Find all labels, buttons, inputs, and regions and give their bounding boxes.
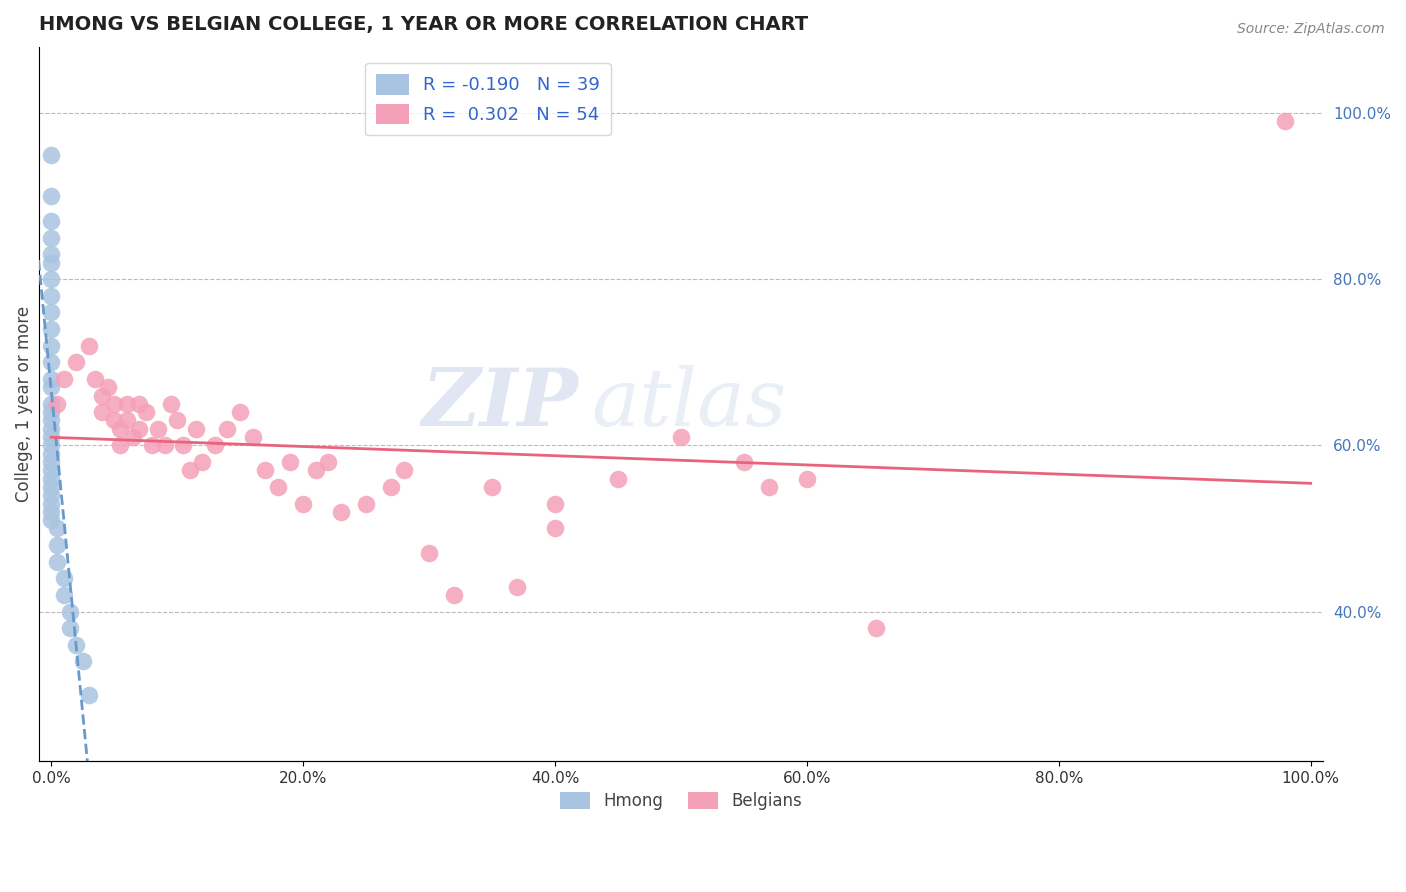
Point — [733, 455, 755, 469]
Point — [481, 480, 503, 494]
Point — [544, 521, 567, 535]
Point — [39, 147, 62, 161]
Point — [305, 463, 328, 477]
Point — [758, 480, 780, 494]
Point — [39, 447, 62, 461]
Point — [115, 413, 138, 427]
Point — [46, 538, 69, 552]
Point — [267, 480, 290, 494]
Text: atlas: atlas — [591, 365, 786, 442]
Point — [153, 438, 176, 452]
Point — [1274, 114, 1296, 128]
Point — [669, 430, 692, 444]
Point — [217, 422, 239, 436]
Legend: Hmong, Belgians: Hmong, Belgians — [553, 786, 808, 817]
Point — [59, 621, 82, 635]
Point — [135, 405, 157, 419]
Point — [39, 438, 62, 452]
Point — [72, 654, 94, 668]
Point — [316, 455, 339, 469]
Point — [97, 380, 120, 394]
Point — [46, 555, 69, 569]
Point — [103, 413, 125, 427]
Point — [204, 438, 226, 452]
Point — [39, 355, 62, 369]
Point — [65, 638, 87, 652]
Text: Source: ZipAtlas.com: Source: ZipAtlas.com — [1237, 22, 1385, 37]
Point — [110, 438, 132, 452]
Point — [39, 339, 62, 353]
Point — [39, 231, 62, 245]
Point — [443, 588, 465, 602]
Point — [392, 463, 415, 477]
Point — [128, 422, 150, 436]
Point — [159, 397, 181, 411]
Point — [544, 497, 567, 511]
Point — [39, 505, 62, 519]
Point — [46, 397, 69, 411]
Point — [77, 688, 100, 702]
Point — [39, 463, 62, 477]
Point — [39, 413, 62, 427]
Point — [77, 339, 100, 353]
Point — [52, 372, 75, 386]
Point — [280, 455, 302, 469]
Point — [39, 255, 62, 269]
Point — [254, 463, 277, 477]
Point — [39, 455, 62, 469]
Point — [39, 513, 62, 527]
Point — [46, 521, 69, 535]
Point — [191, 455, 214, 469]
Point — [39, 422, 62, 436]
Point — [65, 355, 87, 369]
Point — [229, 405, 252, 419]
Point — [59, 605, 82, 619]
Point — [39, 372, 62, 386]
Point — [39, 397, 62, 411]
Point — [172, 438, 194, 452]
Point — [242, 430, 264, 444]
Point — [418, 546, 440, 560]
Point — [39, 472, 62, 486]
Point — [110, 422, 132, 436]
Point — [354, 497, 377, 511]
Point — [865, 621, 887, 635]
Point — [292, 497, 315, 511]
Point — [39, 405, 62, 419]
Point — [90, 405, 112, 419]
Point — [329, 505, 352, 519]
Point — [122, 430, 145, 444]
Point — [39, 272, 62, 286]
Point — [39, 189, 62, 203]
Point — [90, 388, 112, 402]
Point — [39, 247, 62, 261]
Point — [115, 397, 138, 411]
Point — [179, 463, 201, 477]
Point — [103, 397, 125, 411]
Point — [84, 372, 107, 386]
Point — [380, 480, 402, 494]
Point — [796, 472, 818, 486]
Point — [39, 430, 62, 444]
Point — [141, 438, 163, 452]
Point — [39, 497, 62, 511]
Point — [148, 422, 170, 436]
Point — [39, 214, 62, 228]
Point — [39, 380, 62, 394]
Point — [506, 580, 529, 594]
Point — [52, 571, 75, 585]
Point — [607, 472, 630, 486]
Text: ZIP: ZIP — [422, 365, 578, 442]
Point — [39, 305, 62, 319]
Point — [39, 480, 62, 494]
Point — [184, 422, 207, 436]
Point — [39, 322, 62, 336]
Point — [39, 488, 62, 502]
Point — [39, 289, 62, 303]
Y-axis label: College, 1 year or more: College, 1 year or more — [15, 306, 32, 502]
Point — [166, 413, 188, 427]
Point — [128, 397, 150, 411]
Point — [52, 588, 75, 602]
Text: HMONG VS BELGIAN COLLEGE, 1 YEAR OR MORE CORRELATION CHART: HMONG VS BELGIAN COLLEGE, 1 YEAR OR MORE… — [38, 15, 807, 34]
